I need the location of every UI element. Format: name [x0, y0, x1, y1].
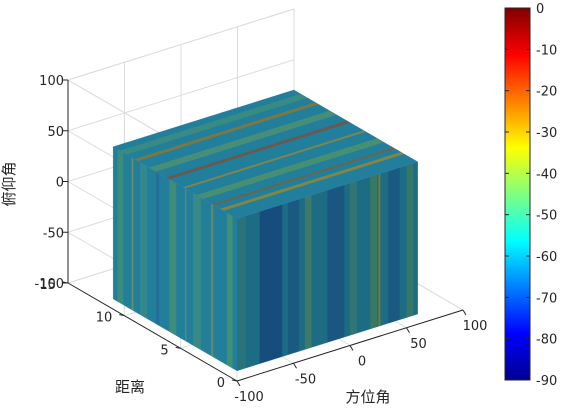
colorbar-gradient: [504, 7, 531, 381]
y-tick-label: 5: [160, 343, 168, 358]
x-axis-label: 方位角: [345, 388, 390, 406]
y-tick-mark: [231, 379, 238, 382]
colorbar-tick-label: -10: [536, 43, 557, 58]
x-tick-label: 0: [358, 355, 366, 370]
axes: [62, 79, 467, 387]
z-tick-label: -100: [34, 277, 64, 292]
y-tick-mark: [175, 346, 181, 349]
colorbar-tick-label: -80: [536, 333, 557, 348]
x-tick-label: -100: [234, 390, 264, 405]
z-tick-labels: -100 -50 0 50 100: [34, 74, 64, 292]
y-axis-line: [67, 282, 238, 382]
colorbar-tick-label: 0: [536, 2, 544, 17]
colorbar-tick-label: -20: [536, 85, 557, 100]
x-tick-mark: [462, 309, 467, 316]
x-tick-label: -50: [295, 372, 316, 387]
z-axis-label: 俯仰角: [0, 161, 18, 206]
box-edge: [67, 8, 295, 81]
x-tick-labels: -100 -50 0 50 100: [234, 319, 487, 405]
colorbar-tick-label: -30: [536, 126, 557, 141]
z-tick-label: 0: [56, 176, 64, 191]
x-tick-label: 100: [463, 319, 488, 334]
x-tick-mark: [293, 362, 297, 369]
y-tick-label: 0: [217, 376, 225, 391]
colorbar-tick-label: -60: [536, 250, 557, 265]
colorbar: 0 -10 -20 -30 -40 -50 -60 -70 -80 -90: [504, 2, 557, 389]
x-tick-mark: [236, 380, 241, 387]
colorbar-tick-label: -40: [536, 167, 557, 182]
y-tick-mark: [119, 314, 125, 317]
x-tick-mark: [406, 327, 410, 334]
colorbar-tick-label: -70: [536, 291, 557, 306]
grid-line: [67, 59, 295, 132]
x-tick-label: 50: [410, 337, 427, 352]
x-tick-mark: [349, 345, 354, 351]
z-tick-label: 50: [47, 125, 64, 140]
colorbar-tick-label: -50: [536, 209, 557, 224]
z-tick-label: -50: [43, 226, 64, 241]
y-tick-labels: 0 5 10 15: [39, 278, 225, 391]
y-tick-label: 10: [96, 311, 113, 326]
y-tick-label: 15: [39, 278, 56, 293]
z-tick-label: 100: [39, 74, 64, 89]
volume-faces: [112, 89, 419, 372]
colorbar-tick-label: -90: [536, 374, 557, 389]
y-axis-label: 距离: [115, 378, 145, 396]
